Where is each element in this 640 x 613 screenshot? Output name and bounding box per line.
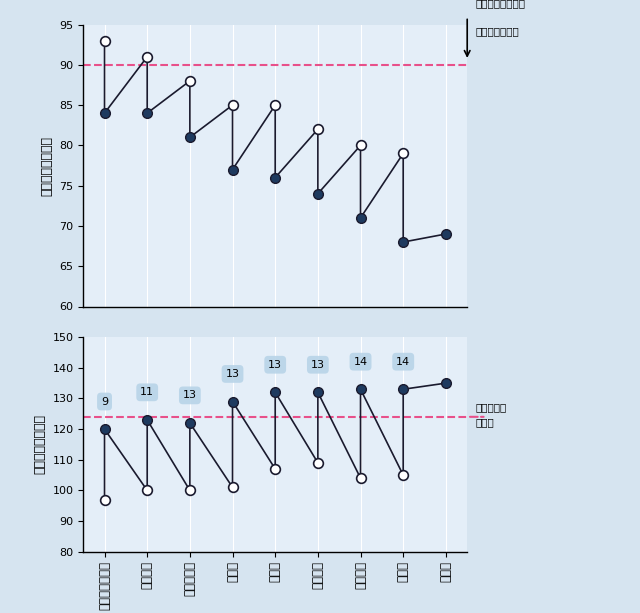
Text: 14: 14 [353,357,367,367]
Text: 13: 13 [268,360,282,370]
Text: 13: 13 [183,390,197,400]
Text: 乳酸閾値の: 乳酸閾値の [476,402,507,413]
Text: 13: 13 [225,369,239,379]
Text: 11: 11 [140,387,154,397]
Text: 見なされる状態: 見なされる状態 [476,26,520,37]
Text: 14: 14 [396,357,410,367]
Text: 13: 13 [311,360,325,370]
Y-axis label: 酸素飽和度（％）: 酸素飽和度（％） [41,135,54,196]
Y-axis label: 心拍数（拍／分）: 心拍数（拍／分） [34,414,47,474]
Text: 9: 9 [101,397,108,406]
Text: レベル: レベル [476,417,495,428]
Text: 医療で呼吸不全と: 医療で呼吸不全と [476,0,525,9]
